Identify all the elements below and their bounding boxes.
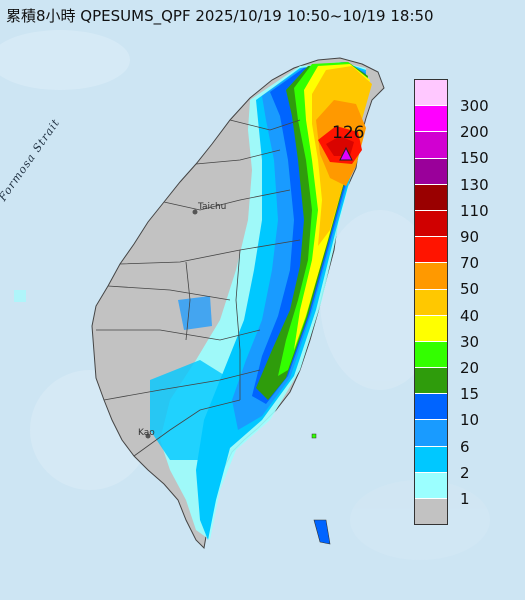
map-title: 累積8小時 QPESUMS_QPF 2025/10/19 10:50~10/19…	[6, 7, 434, 25]
legend-swatch	[415, 499, 447, 525]
color-legend	[414, 79, 448, 526]
legend-swatch	[415, 341, 447, 369]
legend-label: 40	[460, 306, 480, 325]
legend-swatch	[415, 368, 447, 395]
legend-label: 50	[460, 280, 480, 299]
orchid-island	[313, 519, 331, 545]
cloud-texture	[0, 30, 490, 560]
legend-label: 110	[460, 201, 489, 220]
legend-label: 90	[460, 228, 480, 246]
legend-label: 130	[460, 175, 489, 194]
legend-swatch	[415, 394, 447, 421]
legend-label: 300	[460, 97, 489, 115]
legend-swatch	[415, 132, 447, 159]
legend-label: 150	[460, 149, 489, 168]
green-island	[311, 433, 317, 439]
legend-swatch	[415, 184, 447, 211]
legend-swatch	[415, 106, 447, 133]
peak-marker-icon	[339, 146, 353, 161]
penghu-islands	[14, 290, 26, 302]
peak-value-label: 126	[332, 123, 365, 143]
legend-swatch	[415, 472, 447, 499]
legend-label: 10	[460, 411, 480, 430]
legend-swatch	[415, 446, 447, 473]
city-dot-taichung	[192, 209, 198, 215]
legend-label: 6	[460, 437, 470, 456]
legend-label: 1	[460, 490, 470, 508]
legend-swatch	[415, 315, 447, 342]
legend-swatch	[415, 158, 447, 185]
legend-swatch	[415, 420, 447, 447]
legend-label: 200	[460, 123, 489, 142]
legend-swatch	[415, 289, 447, 316]
legend-swatch	[415, 80, 447, 107]
city-dot-kaohsiung	[145, 433, 151, 439]
city-label-taichung: Taichu	[198, 202, 227, 212]
county-boundaries	[96, 119, 301, 457]
legend-label: 70	[460, 254, 480, 273]
legend-label: 15	[460, 385, 480, 404]
legend-label: 30	[460, 332, 480, 351]
legend-swatch	[415, 263, 447, 290]
legend-swatch	[415, 237, 447, 264]
rain-patch-inland	[178, 296, 212, 330]
rain-patch-south	[150, 360, 232, 460]
legend-label: 2	[460, 463, 470, 482]
legend-swatch	[415, 210, 447, 238]
city-label-kaohsiung: Kao	[138, 428, 155, 438]
legend-label: 20	[460, 359, 480, 377]
